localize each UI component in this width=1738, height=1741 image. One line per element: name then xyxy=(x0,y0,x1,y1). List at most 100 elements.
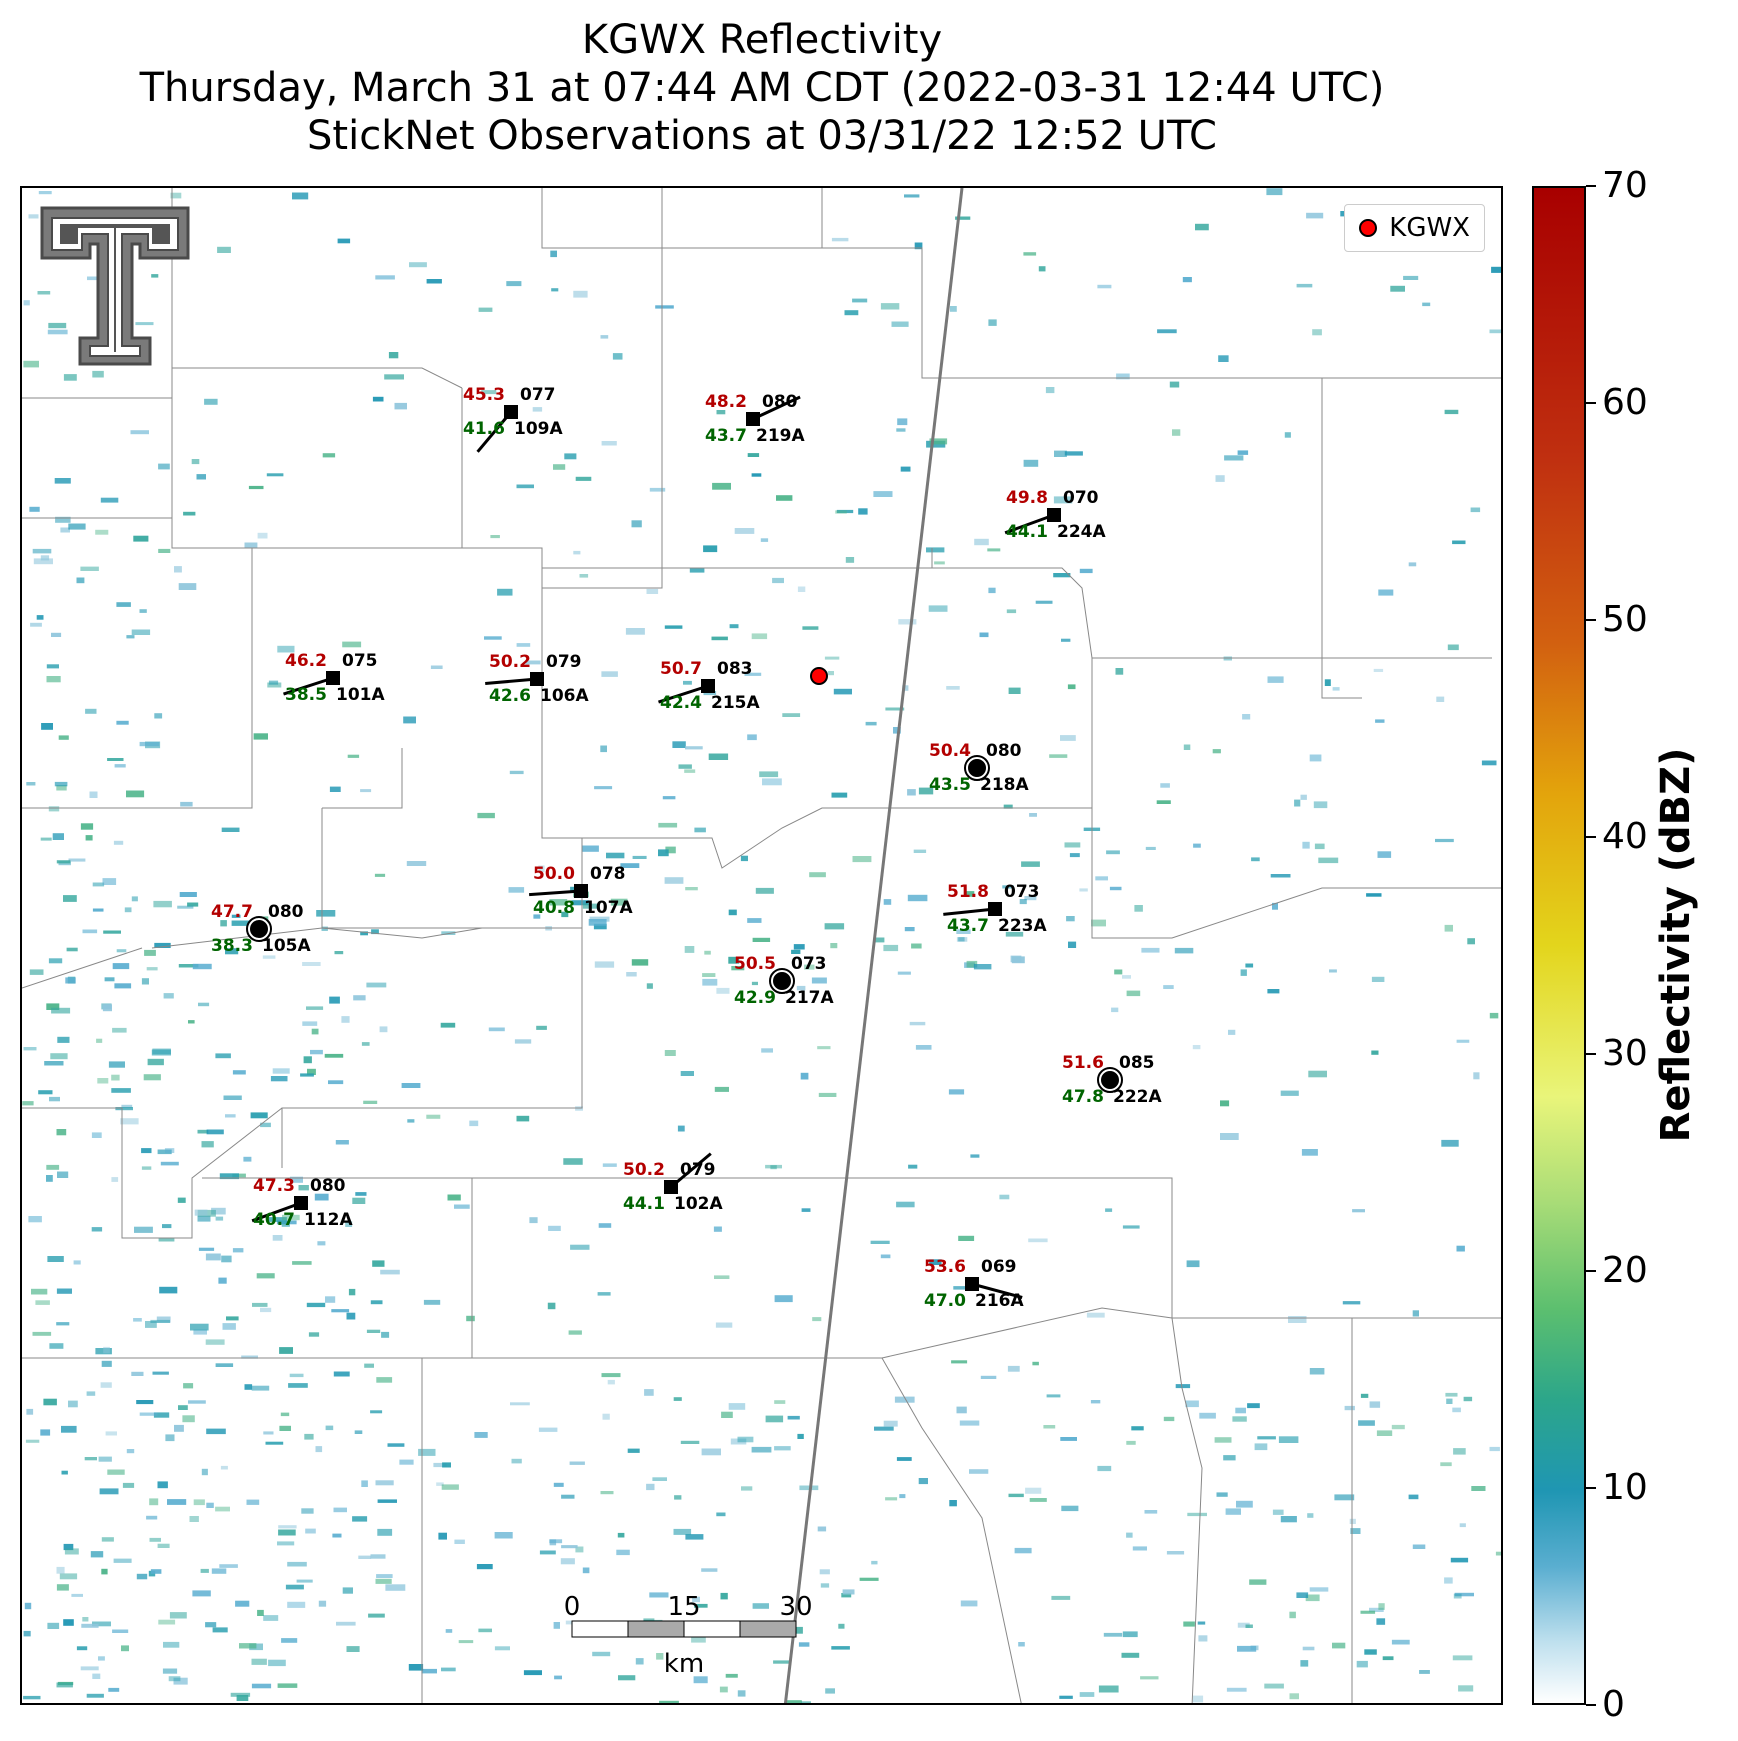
texas-tech-double-t-logo xyxy=(40,206,190,366)
station-dewpoint: 47.0 xyxy=(924,1291,966,1311)
station-temperature: 49.8 xyxy=(1006,488,1048,508)
station-plot-105A[interactable]: 47.7 080 38.3 105A xyxy=(211,902,311,956)
station-plot-215A[interactable]: 50.7 083 42.4 215A xyxy=(658,659,761,713)
station-temperature: 50.7 xyxy=(660,659,702,679)
station-temperature: 48.2 xyxy=(705,392,747,412)
station-pressure: 077 xyxy=(520,385,556,405)
station-square-marker xyxy=(504,405,518,419)
calm-wind-circle xyxy=(966,757,988,779)
station-id: 224A xyxy=(1057,522,1106,542)
station-dewpoint: 42.4 xyxy=(660,693,702,713)
station-square-marker xyxy=(701,679,715,693)
station-dewpoint: 43.7 xyxy=(705,426,747,446)
colorbar-label: Reflectivity (dBZ) xyxy=(1653,747,1699,1143)
station-temperature: 53.6 xyxy=(924,1257,966,1277)
wind-barb-shaft xyxy=(971,1282,1023,1299)
station-pressure: 080 xyxy=(986,741,1022,761)
station-temperature: 50.4 xyxy=(929,741,971,761)
colorbar-tick-10: 10 xyxy=(1586,1470,1648,1506)
station-plot-219A[interactable]: 48.2 080 43.7 219A xyxy=(705,392,805,446)
station-temperature: 50.2 xyxy=(623,1160,665,1180)
station-pressure: 079 xyxy=(546,652,582,672)
station-dewpoint: 43.7 xyxy=(947,916,989,936)
map-title: KGWX Reflectivity xyxy=(581,17,943,63)
reflectivity-colorbar xyxy=(1532,186,1586,1705)
station-dewpoint: 41.6 xyxy=(463,419,505,439)
station-dewpoint: 42.6 xyxy=(489,686,531,706)
station-id: 102A xyxy=(674,1194,723,1214)
station-temperature: 50.5 xyxy=(734,954,776,974)
station-pressure: 073 xyxy=(791,954,827,974)
station-id: 107A xyxy=(584,898,633,918)
map-legend: KGWX xyxy=(1344,204,1485,252)
station-temperature: 47.7 xyxy=(211,902,253,922)
station-id: 222A xyxy=(1113,1087,1162,1107)
station-plot-101A[interactable]: 46.2 075 38.5 101A xyxy=(283,651,386,705)
station-dewpoint: 43.5 xyxy=(929,775,971,795)
station-id: 105A xyxy=(262,936,311,956)
station-dewpoint: 47.8 xyxy=(1062,1087,1104,1107)
colorbar-tick-0: 0 xyxy=(1586,1687,1625,1723)
station-id: 106A xyxy=(540,686,589,706)
station-pressure: 069 xyxy=(981,1257,1017,1277)
station-id: 216A xyxy=(975,1291,1024,1311)
station-id: 218A xyxy=(980,775,1029,795)
wind-barb-shaft xyxy=(485,677,538,685)
highway-line xyxy=(783,188,964,1703)
station-square-marker xyxy=(1047,508,1061,522)
station-plot-224A[interactable]: 49.8 070 44.1 224A xyxy=(1004,488,1106,542)
station-pressure: 080 xyxy=(268,902,304,922)
station-pressure: 078 xyxy=(590,864,626,884)
station-plot-102A[interactable]: 50.2 079 44.1 102A xyxy=(623,1152,723,1214)
station-id: 215A xyxy=(711,693,760,713)
radar-dot-icon xyxy=(1359,219,1378,237)
colorbar-tick-30: 30 xyxy=(1586,1036,1648,1072)
wind-barb-shaft xyxy=(658,684,709,704)
station-plot-109A[interactable]: 45.3 077 41.6 109A xyxy=(463,385,563,453)
station-pressure: 080 xyxy=(310,1176,346,1196)
station-pressure: 075 xyxy=(342,651,378,671)
sticknet-stations: 45.3 077 41.6 109A 48.2 080 43.7 219A 49.8 070 44.… xyxy=(211,385,1162,1311)
kgwx-radar-marker[interactable] xyxy=(810,667,828,685)
station-temperature: 50.2 xyxy=(489,652,531,672)
station-square-marker xyxy=(530,672,544,686)
scale-tick-15: 15 xyxy=(667,1592,700,1622)
station-plot-112A[interactable]: 47.3 080 40.7 112A xyxy=(251,1176,353,1230)
station-id: 112A xyxy=(304,1210,353,1230)
station-id: 219A xyxy=(756,426,805,446)
calm-wind-circle xyxy=(771,970,793,992)
colorbar-tick-60: 60 xyxy=(1586,385,1648,421)
station-temperature: 47.3 xyxy=(253,1176,295,1196)
station-square-marker xyxy=(988,902,1002,916)
station-plot-107A[interactable]: 50.0 078 40.8 107A xyxy=(528,864,633,918)
station-plot-218A[interactable]: 50.4 080 43.5 218A xyxy=(929,741,1029,795)
calm-wind-circle xyxy=(1099,1069,1121,1091)
reflectivity-echoes xyxy=(22,188,1501,1703)
wind-barb-shaft xyxy=(528,889,582,897)
colorbar-ticks: 70 60 50 40 30 20 10 0 xyxy=(1586,168,1666,1723)
station-square-marker xyxy=(574,884,588,898)
station-dewpoint: 42.9 xyxy=(734,988,776,1008)
station-plot-223A[interactable]: 51.8 073 43.7 223A xyxy=(943,882,1047,936)
station-temperature: 50.0 xyxy=(533,864,575,884)
station-pressure: 070 xyxy=(1063,488,1099,508)
scale-tick-0: 0 xyxy=(564,1592,581,1622)
wind-barb-shaft xyxy=(1004,513,1055,535)
wind-barb-shaft xyxy=(251,1201,302,1223)
station-square-marker xyxy=(664,1180,678,1194)
station-plot-216A[interactable]: 53.6 069 47.0 216A xyxy=(924,1257,1024,1311)
station-temperature: 51.6 xyxy=(1062,1053,1104,1073)
station-square-marker xyxy=(326,671,340,685)
station-plot-106A[interactable]: 50.2 079 42.6 106A xyxy=(485,652,589,706)
station-temperature: 45.3 xyxy=(463,385,505,405)
radar-map[interactable]: 45.3 077 41.6 109A 48.2 080 43.7 219A 49.8 070 44.… xyxy=(20,186,1503,1705)
wind-barb-shaft xyxy=(752,395,801,421)
station-square-marker xyxy=(746,412,760,426)
station-pressure: 079 xyxy=(680,1160,716,1180)
station-dewpoint: 44.1 xyxy=(1006,522,1048,542)
station-pressure: 083 xyxy=(717,659,753,679)
station-temperature: 46.2 xyxy=(285,651,327,671)
colorbar-tick-70: 70 xyxy=(1586,168,1648,204)
station-plot-217A[interactable]: 50.5 073 42.9 217A xyxy=(734,954,834,1008)
station-plot-222A[interactable]: 51.6 085 47.8 222A xyxy=(1062,1053,1162,1107)
